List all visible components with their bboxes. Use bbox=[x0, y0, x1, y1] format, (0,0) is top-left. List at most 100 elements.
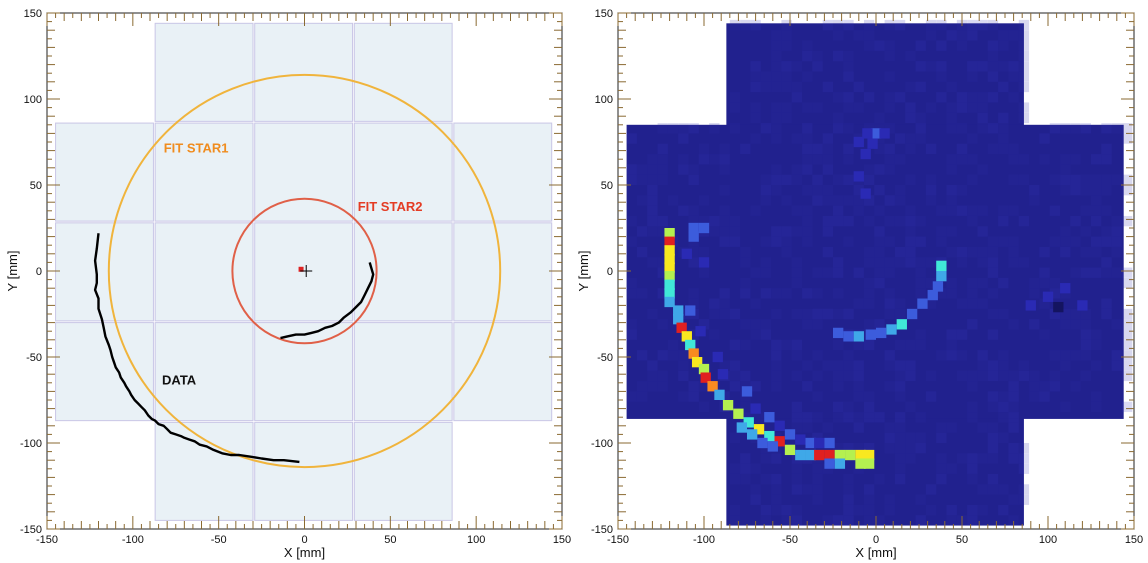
heatmap-cell bbox=[824, 458, 835, 469]
heatmap-bg-cell bbox=[791, 308, 803, 320]
heatmap-bg-cell bbox=[688, 164, 699, 175]
heatmap-cell bbox=[784, 444, 796, 456]
heatmap-bg-cell bbox=[884, 164, 895, 175]
detector-tile bbox=[254, 122, 354, 222]
heatmap-bg-cell bbox=[1029, 391, 1040, 402]
heatmap-bg-cell bbox=[833, 370, 844, 382]
heatmap-bg-cell bbox=[822, 185, 833, 196]
heatmap-bg-cell bbox=[771, 102, 782, 113]
heatmap-bg-cell bbox=[843, 195, 854, 206]
heatmap-bg-cell bbox=[1091, 215, 1102, 227]
heatmap-cell bbox=[855, 449, 866, 461]
heatmap-bg-cell bbox=[647, 174, 658, 185]
heatmap-bg-cell bbox=[925, 143, 937, 155]
heatmap-bg-cell bbox=[698, 401, 710, 413]
heatmap-bg-cell bbox=[822, 143, 833, 155]
heatmap-bg-cell bbox=[977, 61, 988, 72]
heatmap-bg-cell bbox=[1008, 143, 1019, 155]
heatmap-cell bbox=[664, 288, 675, 299]
heatmap-bg-cell bbox=[967, 154, 978, 165]
heatmap-bg-cell bbox=[760, 504, 772, 516]
heatmap-cell bbox=[824, 437, 835, 449]
heatmap-bg-cell bbox=[946, 246, 957, 258]
heatmap-bg-cell bbox=[915, 494, 926, 505]
heatmap-bg-cell bbox=[998, 30, 1009, 41]
heatmap-bg-cell bbox=[781, 174, 792, 185]
heatmap-bg-cell bbox=[1060, 319, 1071, 330]
heatmap-bg-cell bbox=[956, 298, 968, 309]
heatmap-bg-cell bbox=[967, 19, 978, 31]
heatmap-bg-cell bbox=[771, 133, 782, 144]
heatmap-bg-cell bbox=[915, 515, 926, 526]
heatmap-bg-cell bbox=[998, 277, 1009, 289]
heatmap-bg-cell bbox=[802, 133, 813, 144]
heatmap-cell bbox=[676, 322, 687, 333]
heatmap-bg-cell bbox=[1049, 350, 1061, 361]
heatmap-bg-cell bbox=[657, 215, 668, 227]
heatmap-bg-cell bbox=[709, 329, 720, 340]
heatmap-bg-cell bbox=[647, 154, 658, 165]
heatmap-bg-cell bbox=[647, 308, 658, 320]
heatmap-bg-cell bbox=[894, 412, 906, 423]
heatmap-cell bbox=[664, 245, 675, 256]
heatmap-cell bbox=[833, 327, 844, 339]
heatmap-bg-cell bbox=[719, 360, 730, 371]
heatmap-bg-cell bbox=[1121, 319, 1133, 330]
heatmap-bg-cell bbox=[967, 412, 978, 423]
heatmap-bg-cell bbox=[884, 288, 895, 299]
heatmap-bg-cell bbox=[833, 92, 844, 103]
heatmap-bg-cell bbox=[956, 40, 968, 51]
heatmap-bg-cell bbox=[636, 246, 648, 258]
heatmap-bg-cell bbox=[946, 185, 957, 196]
heatmap-cell bbox=[722, 400, 734, 411]
fit-star2-label: FIT STAR2 bbox=[358, 199, 423, 214]
heatmap-bg-cell bbox=[925, 174, 937, 185]
heatmap-bg-cell bbox=[1060, 246, 1071, 258]
heatmap-cell bbox=[805, 449, 816, 461]
heatmap-cell bbox=[681, 331, 692, 342]
heatmap-bg-cell bbox=[843, 61, 854, 72]
left-x-tick-label: 0 bbox=[301, 534, 307, 546]
heatmap-bg-cell bbox=[1091, 391, 1102, 402]
heatmap-bg-cell bbox=[863, 494, 875, 505]
heatmap-cell bbox=[834, 458, 846, 469]
heatmap-bg-cell bbox=[1080, 370, 1091, 382]
heatmap-bg-cell bbox=[894, 246, 906, 258]
heatmap-cell bbox=[673, 305, 684, 316]
heatmap-bg-cell bbox=[657, 288, 668, 299]
heatmap-bg-cell bbox=[946, 422, 957, 433]
heatmap-cell bbox=[855, 458, 866, 469]
heatmap-bg-cell bbox=[884, 267, 895, 278]
heatmap-bg-cell bbox=[626, 277, 637, 289]
heatmap-bg-cell bbox=[987, 61, 999, 72]
data-trace-2 bbox=[280, 262, 375, 340]
heatmap-bg-cell bbox=[1008, 174, 1019, 185]
heatmap-bg-cell bbox=[833, 205, 844, 216]
heatmap-cell bbox=[767, 441, 778, 452]
heatmap-bg-cell bbox=[688, 257, 699, 268]
heatmap-bg-cell bbox=[1049, 370, 1061, 382]
heatmap-bg-cell bbox=[884, 432, 895, 443]
right-y-tick-label: 0 bbox=[607, 266, 613, 278]
heatmap-cell bbox=[896, 319, 907, 330]
heatmap-bg-cell bbox=[688, 288, 699, 299]
heatmap-bg-cell bbox=[833, 412, 844, 423]
heatmap-bg-cell bbox=[1008, 370, 1019, 382]
heatmap-bg-cell bbox=[750, 319, 761, 330]
heatmap-bg-cell bbox=[894, 370, 906, 382]
heatmap-bg-cell bbox=[905, 112, 916, 124]
heatmap-bg-cell bbox=[1018, 40, 1030, 51]
heatmap-bg-cell bbox=[874, 277, 885, 289]
heatmap-bg-cell bbox=[822, 133, 833, 144]
heatmap-bg-cell bbox=[956, 453, 968, 464]
heatmap-cell bbox=[862, 128, 873, 139]
heatmap-bg-cell bbox=[760, 288, 772, 299]
heatmap-bg-cell bbox=[998, 133, 1009, 144]
heatmap-bg-cell bbox=[1101, 308, 1112, 320]
heatmap-cell bbox=[906, 308, 918, 320]
heatmap-bg-cell bbox=[781, 19, 792, 31]
heatmap-cell-dark bbox=[1053, 301, 1064, 313]
heatmap-bg-cell bbox=[998, 308, 1009, 320]
heatmap-bg-cell bbox=[967, 319, 978, 330]
heatmap-bg-cell bbox=[688, 246, 699, 258]
